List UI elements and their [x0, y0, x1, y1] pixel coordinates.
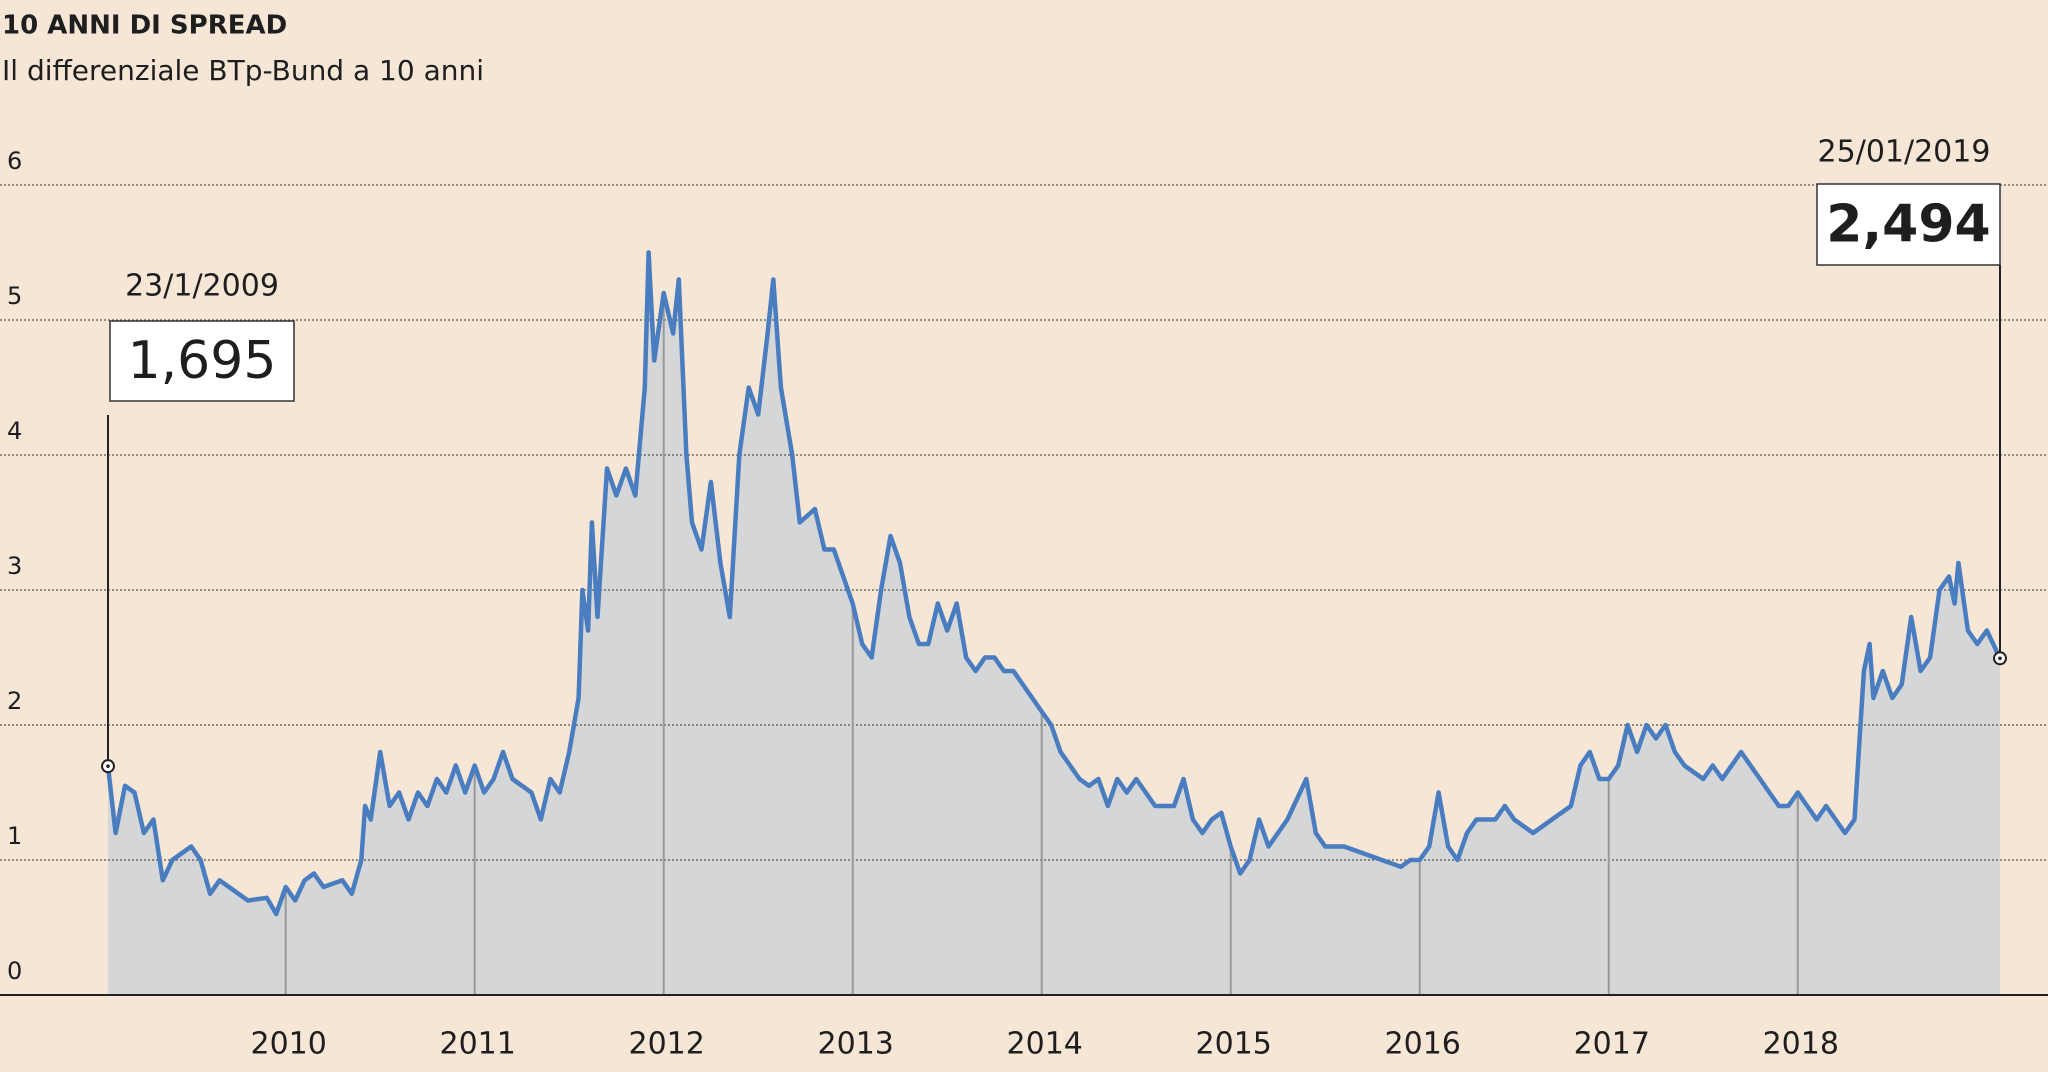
- annotation-dot: [1998, 656, 2002, 661]
- x-tick-label: 2011: [440, 1027, 516, 1062]
- y-tick-label: 6: [7, 147, 22, 175]
- x-tick-label: 2015: [1196, 1027, 1272, 1062]
- y-tick-label: 3: [7, 552, 22, 580]
- y-tick-label: 4: [7, 417, 22, 445]
- x-tick-label: 2010: [250, 1027, 326, 1062]
- annotation-value: 1,695: [128, 331, 277, 391]
- annotation-box: [109, 320, 295, 402]
- y-tick-label: 5: [7, 282, 22, 310]
- chart-title: 10 ANNI DI SPREAD: [2, 11, 287, 41]
- x-tick-label: 2018: [1763, 1027, 1839, 1062]
- y-tick-label: 1: [7, 822, 22, 850]
- area: [108, 252, 2000, 995]
- y-tick-label: 2: [7, 687, 22, 715]
- annotation-box: [1816, 183, 2001, 266]
- annotation-value: 2,494: [1826, 195, 1990, 255]
- x-tick-label: 2013: [818, 1027, 894, 1062]
- annotation-date: 23/1/2009: [125, 269, 279, 304]
- annotation-date: 25/01/2019: [1818, 135, 1991, 170]
- x-tick-label: 2012: [629, 1027, 705, 1062]
- y-tick-label: 0: [7, 957, 22, 985]
- annotation-dot: [106, 764, 110, 768]
- x-tick-label: 2014: [1007, 1027, 1083, 1062]
- line: [105, 250, 2003, 917]
- x-tick-label: 2016: [1385, 1027, 1461, 1062]
- x-tick-label: 2017: [1574, 1027, 1650, 1062]
- chart-subtitle: Il differenziale BTp-Bund a 10 anni: [2, 54, 484, 87]
